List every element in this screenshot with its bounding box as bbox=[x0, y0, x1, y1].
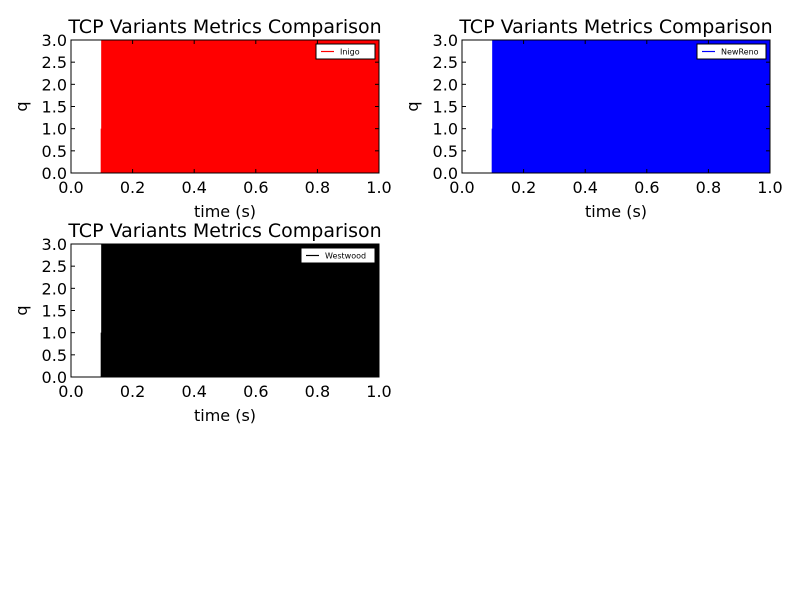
subplot-2: 0.0 0.2 0.4 0.6 0.8 1.0 0.0 0.5 1.0 1.5 2.0 2.5 3.0T… bbox=[403, 16, 783, 221]
y-tick-label: 1.0 bbox=[42, 324, 67, 343]
x-tick-label: 0.0 bbox=[58, 178, 83, 197]
y-tick-label: 2.5 bbox=[42, 53, 67, 72]
x-tick-label: 0.6 bbox=[634, 178, 659, 197]
legend: NewReno bbox=[696, 43, 767, 60]
chart-title: TCP Variants Metrics Comparison bbox=[458, 16, 772, 38]
y-tick-label: 3.0 bbox=[42, 235, 67, 254]
legend-box bbox=[696, 43, 767, 60]
subplot-1: 0.0 0.2 0.4 0.6 0.8 1.0 0.0 0.5 1.0 1.5 2.0 2.5 3.0T… bbox=[12, 16, 392, 221]
y-tick-label: 0.0 bbox=[42, 368, 67, 387]
x-tick-label: 0.0 bbox=[449, 178, 474, 197]
series-band-inigo bbox=[101, 40, 380, 173]
x-tick-label: 0.2 bbox=[120, 382, 145, 401]
y-tick-label: 2.0 bbox=[433, 75, 458, 94]
chart-title: TCP Variants Metrics Comparison bbox=[67, 220, 381, 242]
x-axis-label: time (s) bbox=[194, 202, 256, 221]
x-tick-label: 0.6 bbox=[243, 178, 268, 197]
x-tick-label: 0.4 bbox=[181, 382, 206, 401]
y-tick-label: 0.5 bbox=[42, 142, 67, 161]
y-axis-label: q bbox=[12, 101, 31, 111]
y-axis-label: q bbox=[403, 101, 422, 111]
legend-label: Westwood bbox=[325, 252, 366, 261]
x-tick-label: 0.2 bbox=[120, 178, 145, 197]
x-tick-label: 0.8 bbox=[305, 178, 330, 197]
y-tick-label: 2.5 bbox=[433, 53, 458, 72]
legend-label: Inigo bbox=[340, 48, 360, 57]
legend-box bbox=[315, 43, 376, 60]
legend: Inigo bbox=[315, 43, 376, 60]
x-tick-label: 0.8 bbox=[696, 178, 721, 197]
y-tick-label: 1.0 bbox=[42, 120, 67, 139]
y-tick-label: 0.5 bbox=[433, 142, 458, 161]
legend-box bbox=[300, 247, 376, 264]
y-tick-label: 0.0 bbox=[433, 164, 458, 183]
x-tick-label: 1.0 bbox=[366, 178, 391, 197]
y-tick-label: 3.0 bbox=[433, 31, 458, 50]
legend-label: NewReno bbox=[721, 48, 759, 57]
y-tick-label: 1.5 bbox=[433, 98, 458, 117]
y-axis-label: q bbox=[12, 305, 31, 315]
x-axis-label: time (s) bbox=[585, 202, 647, 221]
x-tick-label: 0.2 bbox=[511, 178, 536, 197]
y-tick-label: 1.0 bbox=[433, 120, 458, 139]
legend: Westwood bbox=[300, 247, 376, 264]
x-tick-label: 0.6 bbox=[243, 382, 268, 401]
y-tick-label: 1.5 bbox=[42, 98, 67, 117]
x-tick-label: 0.4 bbox=[572, 178, 597, 197]
y-tick-label: 3.0 bbox=[42, 31, 67, 50]
x-tick-label: 0.4 bbox=[181, 178, 206, 197]
x-tick-label: 0.0 bbox=[58, 382, 83, 401]
x-tick-label: 1.0 bbox=[757, 178, 782, 197]
x-axis-label: time (s) bbox=[194, 406, 256, 425]
y-tick-label: 2.0 bbox=[42, 75, 67, 94]
chart-title: TCP Variants Metrics Comparison bbox=[67, 16, 381, 38]
y-tick-label: 0.0 bbox=[42, 164, 67, 183]
x-tick-label: 1.0 bbox=[366, 382, 391, 401]
series-band-newreno bbox=[492, 40, 770, 173]
y-tick-label: 1.5 bbox=[42, 302, 67, 321]
x-tick-label: 0.8 bbox=[305, 382, 330, 401]
y-tick-label: 0.5 bbox=[42, 346, 67, 365]
y-tick-label: 2.0 bbox=[42, 279, 67, 298]
subplot-3: 0.0 0.2 0.4 0.6 0.8 1.0 0.0 0.5 1.0 1.5 2.0 2.5 3.0T… bbox=[12, 220, 392, 425]
y-tick-label: 2.5 bbox=[42, 257, 67, 276]
series-band-westwood bbox=[101, 244, 380, 377]
